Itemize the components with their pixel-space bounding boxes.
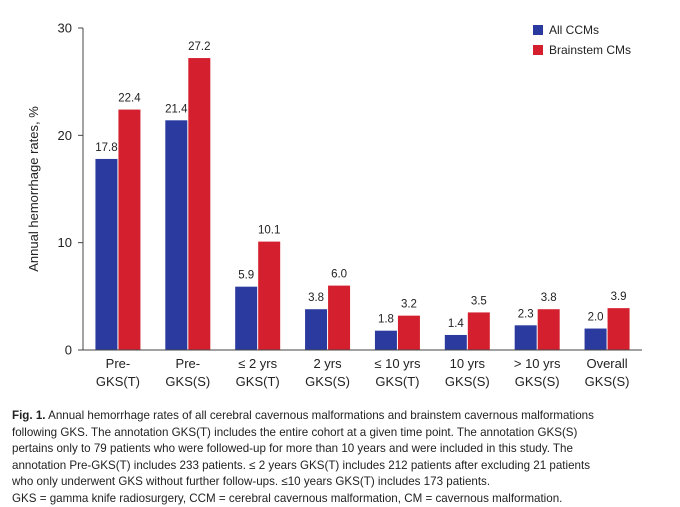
bar-value-label: 27.2 bbox=[188, 41, 210, 53]
x-axis: Pre- GKS(T) Pre- GKS(S) ≤ 2 yrs GKS(T) 2 yrs GK… bbox=[83, 350, 642, 389]
all-ccms-bar bbox=[585, 329, 607, 350]
bar-value-label: 1.8 bbox=[378, 314, 394, 326]
y-tick-label: 10 bbox=[58, 235, 72, 250]
bar-value-label: 3.2 bbox=[401, 299, 417, 311]
legend-swatch-brainstem-cms bbox=[533, 45, 543, 55]
bar-value-label: 3.9 bbox=[611, 291, 627, 303]
bar-value-label: 10.1 bbox=[258, 225, 280, 237]
x-category-label: ≤ 2 yrs bbox=[238, 356, 277, 371]
x-category-label: > 10 yrs bbox=[514, 356, 561, 371]
all-ccms-bar bbox=[375, 331, 397, 350]
x-category-label: Overall bbox=[586, 356, 627, 371]
brainstem-cms-bar bbox=[608, 308, 630, 350]
bar-value-label: 22.4 bbox=[118, 93, 141, 105]
x-category-label: GKS(T) bbox=[96, 374, 140, 389]
y-tick-label: 30 bbox=[58, 21, 72, 36]
caption-line-3: pertains only to 79 patients who were fo… bbox=[12, 441, 672, 458]
brainstem-cms-bar bbox=[468, 312, 490, 350]
all-ccms-bar bbox=[95, 159, 117, 350]
brainstem-cms-bar bbox=[258, 242, 280, 350]
bar-value-label: 17.8 bbox=[95, 142, 117, 154]
all-ccms-bar bbox=[305, 309, 327, 350]
x-category-label: Pre- bbox=[176, 356, 201, 371]
x-category-label: GKS(S) bbox=[165, 374, 210, 389]
legend-label: Brainstem CMs bbox=[549, 43, 631, 57]
x-category-label: 10 yrs bbox=[450, 356, 486, 371]
caption-line-5: who only underwent GKS without further f… bbox=[12, 474, 672, 491]
brainstem-cms-bar bbox=[398, 316, 420, 350]
bar-value-label: 2.0 bbox=[588, 312, 604, 324]
x-category-label: 2 yrs bbox=[313, 356, 342, 371]
all-ccms-bar bbox=[445, 335, 467, 350]
x-category-label: GKS(S) bbox=[445, 374, 490, 389]
bar-value-label: 6.0 bbox=[331, 269, 347, 281]
bar-value-label: 1.4 bbox=[448, 318, 465, 330]
y-tick-label: 20 bbox=[58, 128, 72, 143]
all-ccms-bar bbox=[165, 120, 187, 350]
bar-value-label: 2.3 bbox=[518, 308, 534, 320]
legend-label: All CCMs bbox=[549, 23, 599, 37]
x-category-label: GKS(S) bbox=[515, 374, 560, 389]
legend: All CCMs Brainstem CMs bbox=[533, 23, 631, 57]
y-tick-label: 0 bbox=[65, 343, 72, 358]
figure-caption: Fig. 1. Annual hemorrhage rates of all c… bbox=[12, 408, 672, 507]
caption-prefix: Fig. 1. bbox=[12, 409, 46, 422]
caption-line-4: annotation Pre-GKS(T) includes 233 patie… bbox=[12, 458, 672, 475]
x-category-label: GKS(T) bbox=[236, 374, 280, 389]
caption-text-1: Annual hemorrhage rates of all cerebral … bbox=[46, 409, 594, 422]
all-ccms-bar bbox=[235, 287, 257, 350]
all-ccms-bar bbox=[515, 325, 537, 350]
bar-value-label: 5.9 bbox=[238, 270, 254, 282]
legend-swatch-all-ccms bbox=[533, 25, 543, 35]
y-axis: 0 10 20 30 bbox=[58, 21, 83, 358]
x-category-label: GKS(S) bbox=[585, 374, 630, 389]
y-axis-title: Annual hemorrhage rates, % bbox=[26, 106, 41, 272]
brainstem-cms-bar bbox=[328, 286, 350, 350]
caption-line-2: following GKS. The annotation GKS(T) inc… bbox=[12, 425, 672, 442]
brainstem-cms-bar bbox=[188, 58, 210, 350]
brainstem-cms-bar bbox=[538, 309, 560, 350]
x-category-label: GKS(T) bbox=[375, 374, 419, 389]
bar-value-label: 3.8 bbox=[541, 292, 557, 304]
bar-chart: Annual hemorrhage rates, % 0 10 20 30 17.8 2… bbox=[0, 0, 680, 400]
bar-value-label: 21.4 bbox=[165, 103, 188, 115]
caption-line-1: Fig. 1. Annual hemorrhage rates of all c… bbox=[12, 408, 672, 425]
bar-value-label: 3.5 bbox=[471, 295, 487, 307]
x-category-label: ≤ 10 yrs bbox=[374, 356, 421, 371]
x-category-label: GKS(S) bbox=[305, 374, 350, 389]
x-category-label: Pre- bbox=[106, 356, 131, 371]
bar-value-label: 3.8 bbox=[308, 292, 324, 304]
brainstem-cms-bar bbox=[118, 110, 140, 350]
bars: 17.8 22.4 21.4 27.2 5.9 10.1 3.8 6.0 1.8 3.2 1.4 3.… bbox=[95, 41, 629, 350]
